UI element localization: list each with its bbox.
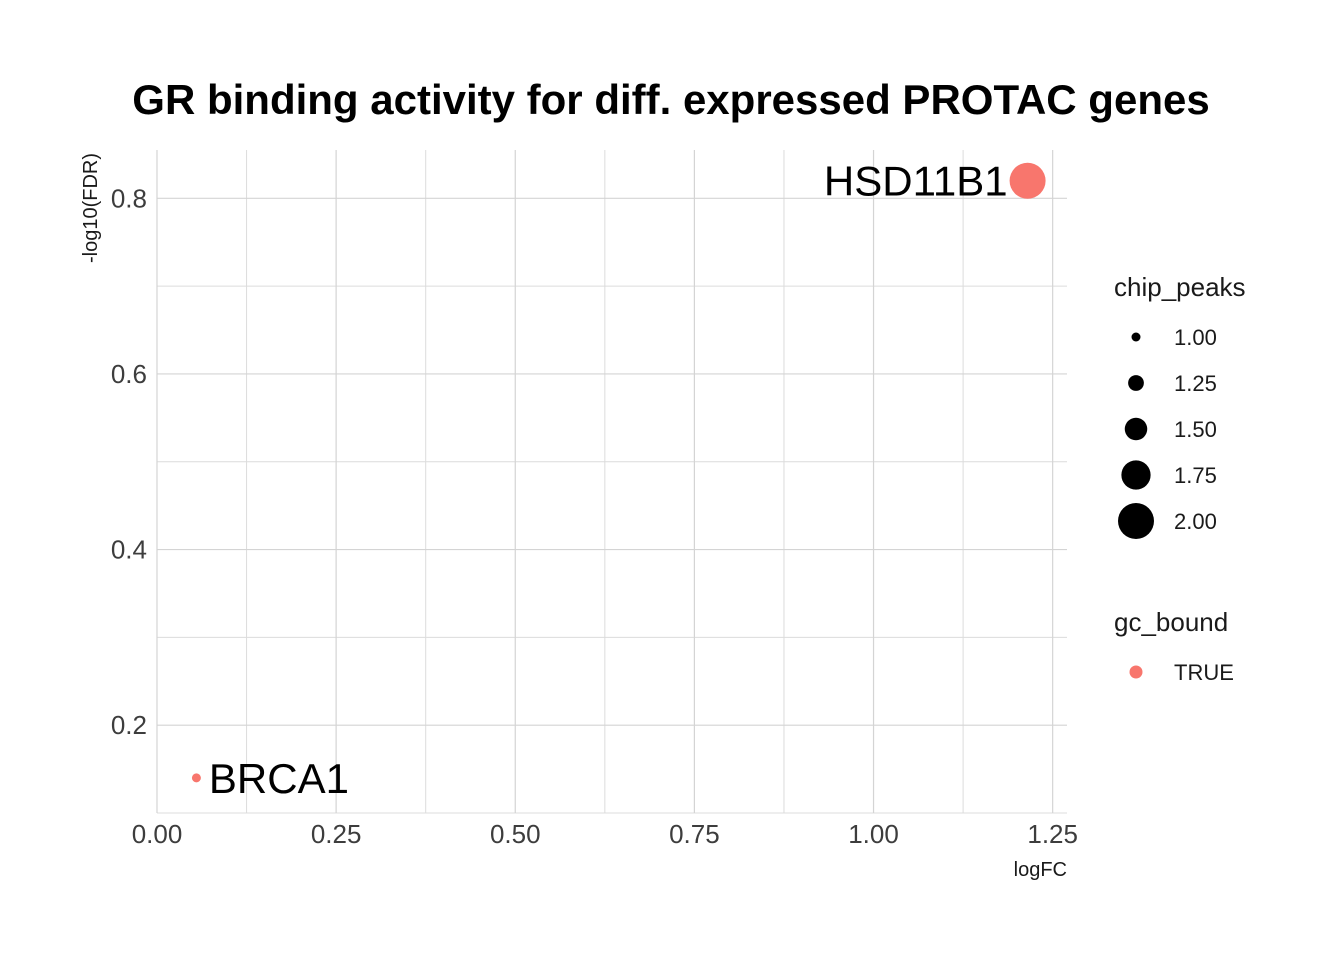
point-brca1: [191, 773, 201, 783]
x-axis-title: logFC: [1014, 859, 1067, 881]
y-tick-label: 0.4: [111, 535, 147, 565]
grid: [156, 150, 1067, 814]
legend-size-key: [1128, 375, 1144, 391]
x-axis-ticks: 0.00 0.25 0.50 0.75 1.00 1.25: [132, 819, 1078, 849]
x-tick-label: 0.75: [669, 819, 720, 849]
x-tick-label: 0.00: [132, 819, 183, 849]
legend-size-title: chip_peaks: [1114, 272, 1246, 302]
y-axis-ticks: 0.2 0.4 0.6 0.8: [111, 183, 147, 740]
data-points: BRCA1 HSD11B1: [191, 158, 1046, 802]
legend-size-label: 2.00: [1174, 509, 1217, 534]
legend-color-title: gc_bound: [1114, 607, 1228, 637]
legend-size-label: 1.00: [1174, 325, 1217, 350]
legend-size-key: [1121, 460, 1151, 490]
legend-color-label: TRUE: [1174, 660, 1234, 685]
legend-size-label: 1.75: [1174, 463, 1217, 488]
y-axis-title: -log10(FDR): [80, 153, 102, 263]
point-label-hsd11b1: HSD11B1: [824, 158, 1008, 205]
legend-size-label: 1.50: [1174, 417, 1217, 442]
x-tick-label: 1.25: [1027, 819, 1078, 849]
legend-color-key: [1129, 665, 1143, 679]
legend-size-label: 1.25: [1174, 371, 1217, 396]
y-tick-label: 0.6: [111, 359, 147, 389]
x-tick-label: 0.25: [311, 819, 362, 849]
chart-title: GR binding activity for diff. expressed …: [132, 76, 1209, 123]
point-label-brca1: BRCA1: [209, 755, 349, 802]
legend-size-key: [1124, 417, 1148, 441]
x-tick-label: 0.50: [490, 819, 541, 849]
y-tick-label: 0.8: [111, 183, 147, 213]
legend-chip-peaks: chip_peaks 1.00 1.25 1.50 1.75 2.00: [1114, 272, 1246, 539]
x-tick-label: 1.00: [848, 819, 899, 849]
legend-size-key: [1131, 332, 1141, 342]
y-tick-label: 0.2: [111, 710, 147, 740]
legend-gc-bound: gc_bound TRUE: [1114, 607, 1234, 685]
legend-size-key: [1118, 503, 1154, 539]
point-hsd11b1: [1009, 162, 1046, 199]
